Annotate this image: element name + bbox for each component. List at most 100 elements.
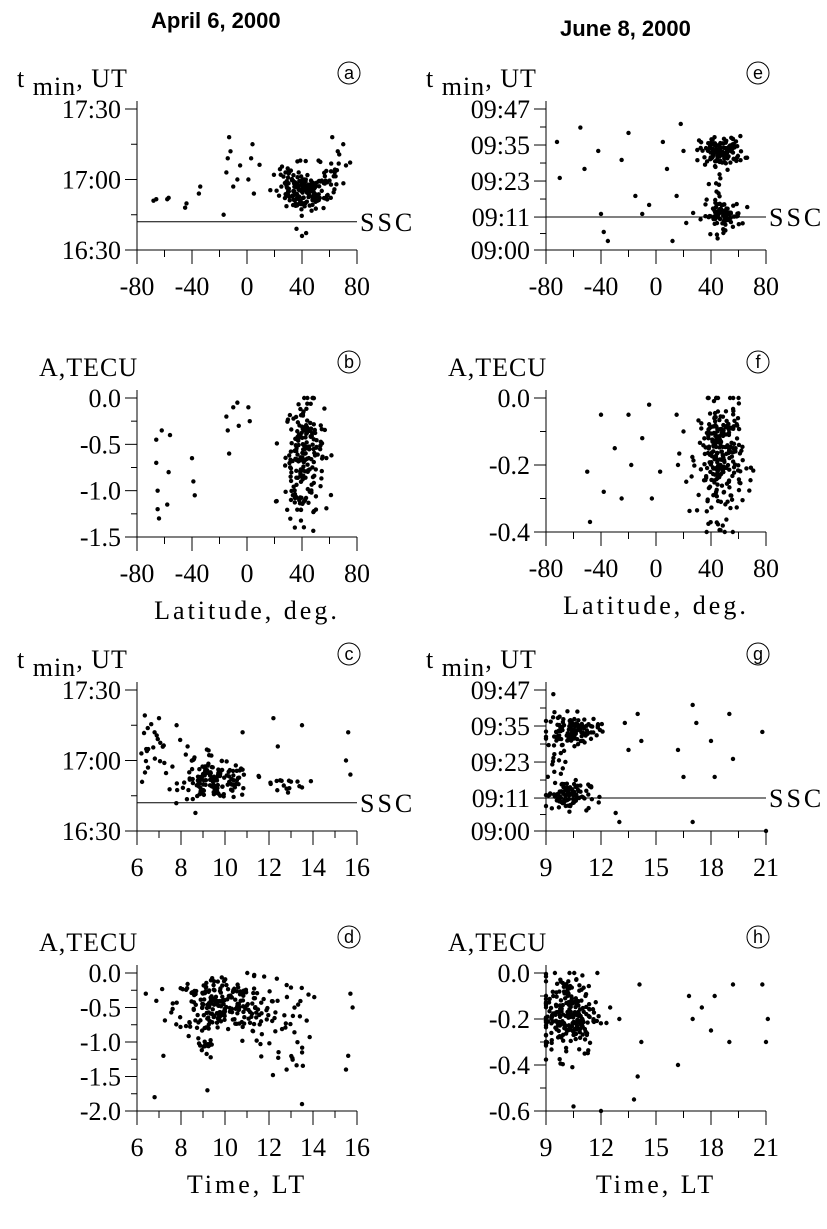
data-point (736, 222, 741, 227)
data-point (554, 990, 559, 995)
data-point (322, 406, 327, 411)
data-point (576, 718, 581, 723)
data-point (159, 986, 165, 992)
data-point (736, 442, 742, 448)
data-point (565, 709, 570, 714)
data-point (210, 1007, 215, 1012)
y-axis-label: A,TECU (39, 928, 138, 957)
data-point (237, 163, 243, 168)
data-point (704, 465, 710, 471)
y-tick-label: 09:00 (471, 817, 530, 846)
data-point (311, 437, 316, 442)
data-point (319, 426, 324, 432)
data-point (706, 446, 711, 451)
y-tick-label: 16:30 (62, 817, 121, 846)
data-point (574, 1024, 580, 1029)
data-point (598, 1108, 604, 1114)
data-point (558, 1061, 563, 1066)
data-point (233, 997, 238, 1002)
data-point (575, 998, 580, 1004)
data-point (328, 492, 334, 498)
data-point (571, 1019, 576, 1025)
data-point (284, 1067, 289, 1072)
data-point (222, 1006, 227, 1012)
data-point (554, 738, 559, 743)
data-point (599, 721, 605, 727)
data-point (268, 780, 273, 785)
data-point (734, 422, 739, 427)
data-point (328, 182, 334, 187)
data-point (276, 1055, 281, 1061)
data-points (154, 395, 334, 533)
data-point (563, 1023, 569, 1028)
data-point (717, 445, 722, 450)
x-tick-label: 21 (753, 853, 779, 882)
data-point (201, 997, 207, 1002)
data-point (279, 1026, 285, 1032)
data-point (279, 778, 284, 784)
data-point (241, 1004, 246, 1009)
data-point (747, 488, 752, 493)
data-point (209, 753, 214, 758)
data-point (295, 429, 300, 434)
y-tick-label: -0.4 (489, 1051, 530, 1080)
panel-letter: b (344, 352, 354, 372)
data-point (708, 231, 713, 237)
data-point (586, 1048, 591, 1053)
data-point (287, 453, 292, 458)
data-point (244, 1003, 250, 1008)
data-point (227, 767, 233, 773)
data-point (575, 709, 580, 714)
data-point (584, 808, 589, 813)
data-point (684, 220, 689, 226)
data-point (204, 770, 210, 775)
data-point (294, 437, 299, 442)
data-point (195, 1012, 200, 1018)
data-point (190, 776, 195, 782)
data-point (298, 413, 304, 418)
x-tick-label: 16 (344, 853, 370, 882)
data-point (142, 770, 148, 775)
data-point (215, 782, 221, 788)
data-point (301, 409, 306, 414)
data-point (246, 1016, 251, 1021)
data-point (698, 217, 703, 222)
y-tick-label: 0.0 (498, 384, 531, 413)
data-point (712, 993, 717, 999)
data-point (710, 206, 716, 211)
x-tick-label: 8 (175, 1133, 188, 1162)
x-tick-label: 12 (588, 853, 614, 882)
data-point (299, 475, 305, 480)
data-point (268, 188, 273, 193)
data-point (241, 1009, 246, 1015)
data-point (198, 184, 203, 189)
data-point (581, 1009, 586, 1014)
data-point (584, 1031, 590, 1036)
data-point (720, 453, 726, 459)
data-point (341, 181, 346, 186)
data-point (543, 1001, 549, 1006)
data-point (306, 992, 311, 997)
data-point (740, 457, 745, 463)
data-point (224, 759, 229, 764)
data-point (157, 759, 163, 764)
data-point (307, 203, 312, 208)
data-point (582, 717, 587, 722)
data-point (698, 145, 703, 151)
data-point (144, 748, 150, 754)
data-point (274, 976, 280, 981)
data-point (236, 775, 242, 780)
data-point (288, 478, 294, 484)
data-point (569, 730, 574, 735)
data-point (705, 395, 711, 401)
data-point (731, 156, 736, 162)
data-point (727, 395, 733, 401)
data-point (543, 736, 549, 741)
data-point (597, 794, 602, 800)
panel-e: 09:00 09:11 09:23 09:35 09:47 -80 -40 0 40 80 t mi… (426, 61, 821, 301)
data-point (296, 194, 302, 199)
data-point (664, 166, 670, 172)
data-point (730, 412, 736, 417)
y-tick-label: -2.0 (80, 1097, 121, 1126)
data-point (310, 198, 315, 203)
